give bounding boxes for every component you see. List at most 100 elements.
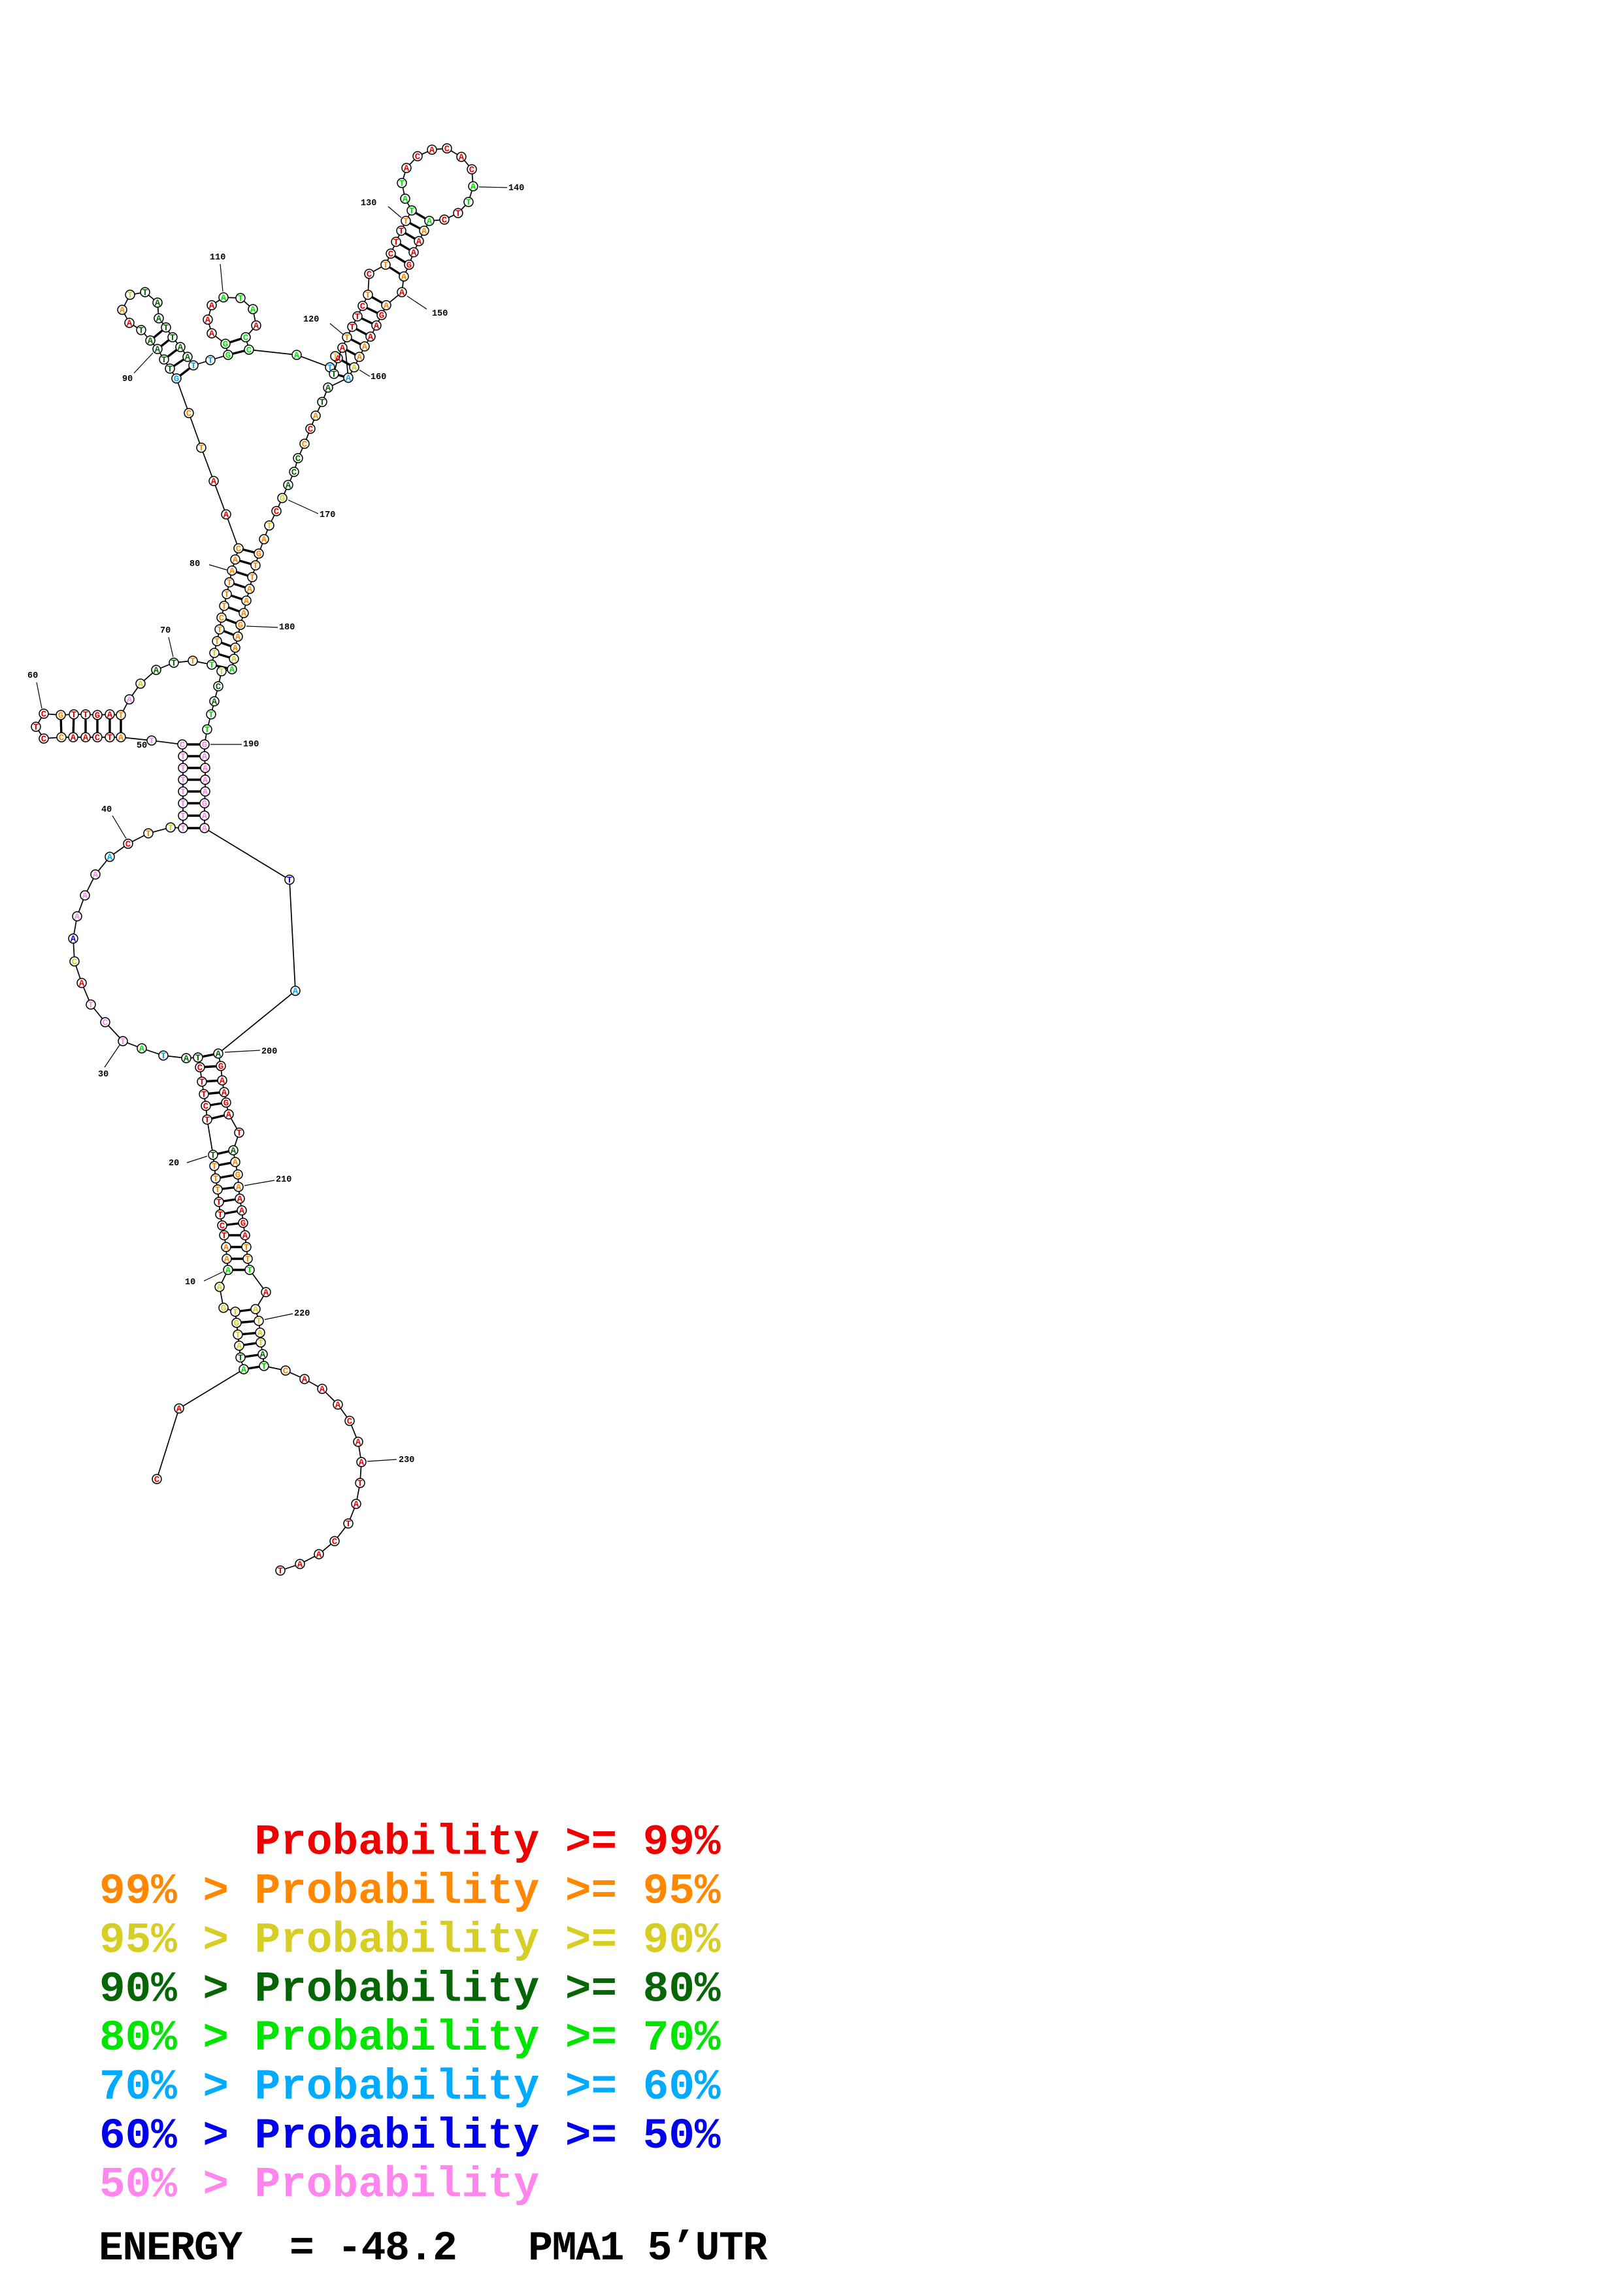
svg-text:T: T <box>161 356 167 366</box>
svg-text:70% > Probability >= 60%: 70% > Probability >= 60% <box>99 2063 721 2112</box>
svg-text:190: 190 <box>243 740 259 750</box>
svg-text:A: A <box>354 1500 359 1510</box>
svg-text:G: G <box>223 340 228 350</box>
svg-text:A: A <box>286 481 291 491</box>
svg-text:T: T <box>208 710 214 721</box>
svg-text:A: A <box>254 322 259 332</box>
svg-text:A: A <box>139 1044 145 1055</box>
svg-text:T: T <box>344 333 350 344</box>
svg-text:A: A <box>401 273 407 283</box>
svg-text:C: C <box>442 216 448 226</box>
svg-text:T: T <box>127 291 133 301</box>
svg-text:T: T <box>399 179 405 190</box>
svg-text:T: T <box>219 667 224 678</box>
svg-text:C: C <box>332 1537 338 1548</box>
svg-text:T: T <box>180 799 186 810</box>
svg-text:T: T <box>146 829 151 840</box>
svg-text:T: T <box>170 333 175 344</box>
svg-text:A: A <box>263 1288 269 1299</box>
svg-text:T: T <box>320 398 325 408</box>
svg-text:A: A <box>202 752 208 763</box>
svg-text:A: A <box>178 343 184 354</box>
svg-text:T: T <box>167 365 173 375</box>
svg-text:A: A <box>209 329 215 340</box>
svg-text:C: C <box>220 1222 225 1232</box>
svg-text:T: T <box>213 1174 218 1185</box>
svg-text:A: A <box>221 293 227 304</box>
svg-text:220: 220 <box>294 1309 310 1319</box>
svg-text:T: T <box>250 573 255 584</box>
svg-text:T: T <box>235 1331 240 1341</box>
svg-text:T: T <box>224 590 229 601</box>
svg-text:G: G <box>234 1319 239 1329</box>
svg-text:A: A <box>422 227 427 237</box>
svg-text:150: 150 <box>432 309 448 319</box>
svg-text:A: A <box>244 597 250 607</box>
svg-text:A: A <box>148 337 154 347</box>
svg-text:G: G <box>174 374 179 385</box>
svg-text:T: T <box>267 522 272 532</box>
svg-text:A: A <box>107 853 113 863</box>
svg-text:A: A <box>202 812 208 822</box>
svg-text:T: T <box>355 312 360 323</box>
svg-text:A: A <box>320 1385 325 1395</box>
svg-text:A: A <box>471 182 476 193</box>
svg-text:50: 50 <box>137 741 147 751</box>
svg-text:T: T <box>261 1362 267 1373</box>
svg-text:T: T <box>409 207 414 217</box>
svg-text:A: A <box>247 585 253 595</box>
svg-text:C: C <box>59 733 65 744</box>
svg-text:T: T <box>365 291 371 301</box>
svg-text:C: C <box>388 250 394 260</box>
svg-text:C: C <box>125 840 131 850</box>
svg-text:G: G <box>218 1062 223 1073</box>
svg-text:A: A <box>176 1405 182 1415</box>
svg-text:T: T <box>107 733 112 744</box>
svg-text:A: A <box>335 354 341 365</box>
svg-text:T: T <box>331 370 337 380</box>
svg-text:T: T <box>287 876 292 886</box>
svg-text:A: A <box>313 412 319 422</box>
svg-text:T: T <box>218 1210 223 1221</box>
svg-text:T: T <box>278 1567 283 1577</box>
svg-text:A: A <box>79 979 85 990</box>
svg-text:T: T <box>180 776 186 786</box>
svg-text:120: 120 <box>303 315 319 325</box>
svg-text:A: A <box>229 567 235 577</box>
svg-text:C: C <box>360 302 366 312</box>
svg-text:A: A <box>223 510 229 521</box>
svg-text:A: A <box>156 314 162 325</box>
svg-text:A: A <box>231 1146 237 1157</box>
svg-text:T: T <box>199 444 204 454</box>
svg-text:A: A <box>217 1283 223 1293</box>
svg-text:A: A <box>427 217 433 227</box>
svg-text:210: 210 <box>276 1175 291 1185</box>
svg-text:C: C <box>203 1102 209 1112</box>
svg-text:A: A <box>202 824 208 835</box>
svg-text:T: T <box>161 1052 166 1062</box>
svg-text:A: A <box>83 733 89 744</box>
svg-text:200: 200 <box>261 1047 277 1057</box>
svg-text:A: A <box>242 1231 248 1242</box>
svg-text:80% > Probability >= 70%: 80% > Probability >= 70% <box>99 2014 721 2063</box>
svg-text:A: A <box>368 333 374 343</box>
svg-text:T: T <box>209 661 214 671</box>
svg-text:A: A <box>260 1350 266 1361</box>
svg-text:99% > Probability >= 95%: 99% > Probability >= 95% <box>99 1867 721 1916</box>
svg-text:A: A <box>346 374 352 384</box>
svg-text:A: A <box>184 1054 190 1065</box>
svg-text:C: C <box>302 440 308 450</box>
svg-text:95% > Probability >= 90%: 95% > Probability >= 90% <box>99 1916 721 1965</box>
svg-text:20: 20 <box>169 1159 179 1169</box>
svg-text:A: A <box>71 935 76 945</box>
svg-text:T: T <box>466 198 471 208</box>
svg-text:A: A <box>250 305 256 316</box>
svg-text:T: T <box>247 1266 252 1276</box>
svg-text:T: T <box>149 737 154 747</box>
svg-text:A: A <box>233 1158 239 1169</box>
svg-text:C: C <box>219 614 225 624</box>
svg-text:C: C <box>103 1018 108 1029</box>
svg-text:T: T <box>350 323 355 333</box>
svg-text:C: C <box>246 346 252 356</box>
svg-text:60% > Probability >= 50%: 60% > Probability >= 50% <box>99 2112 721 2161</box>
